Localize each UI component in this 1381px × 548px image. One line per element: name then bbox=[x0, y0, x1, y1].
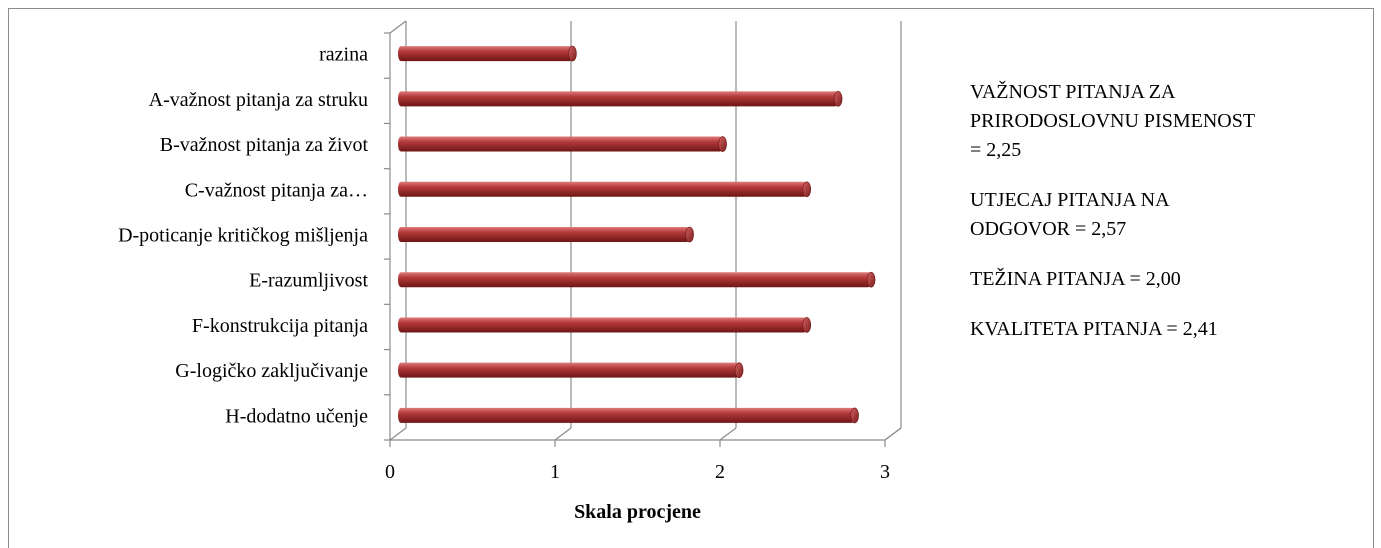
summary-note: UTJECAJ PITANJA NA ODGOVOR = 2,57 bbox=[970, 186, 1350, 244]
floor-right-edge bbox=[884, 427, 902, 441]
x-tick-label: 1 bbox=[550, 461, 560, 483]
bar bbox=[398, 91, 839, 107]
x-tick-label: 2 bbox=[715, 461, 725, 483]
bar bbox=[398, 46, 573, 62]
x-tick-label: 0 bbox=[385, 461, 395, 483]
summary-note: VAŽNOST PITANJA ZA PRIRODOSLOVNU PISMENOS… bbox=[970, 78, 1350, 165]
bar-chart: 0 1 2 3 Skala procjene razina A-važnost pitanj… bbox=[118, 20, 902, 523]
floor-gridline bbox=[554, 427, 572, 441]
bar bbox=[398, 227, 690, 242]
summary-note-line: TEŽINA PITANJA = 2,00 bbox=[970, 268, 1181, 290]
floor-gridline bbox=[389, 427, 407, 441]
category-label: razina bbox=[319, 44, 368, 66]
category-label: F-konstrukcija pitanja bbox=[192, 315, 368, 337]
summary-note-line: ODGOVOR = 2,57 bbox=[970, 218, 1127, 240]
wall-top-edge bbox=[389, 20, 407, 34]
summary-note: KVALITETA PITANJA = 2,41 bbox=[970, 315, 1350, 344]
bar bbox=[398, 272, 872, 288]
bar-end-cap bbox=[685, 226, 694, 243]
bar bbox=[398, 407, 855, 423]
category-label: C-važnost pitanja za… bbox=[185, 179, 368, 201]
bar-end-cap bbox=[866, 271, 876, 288]
summary-notes: VAŽNOST PITANJA ZA PRIRODOSLOVNU PISMENOS… bbox=[970, 78, 1350, 365]
floor-gridline bbox=[719, 427, 737, 441]
bar-end-cap bbox=[718, 136, 727, 152]
summary-note-line: PRIRODOSLOVNU PISMENOST bbox=[970, 110, 1256, 132]
bar-end-cap bbox=[734, 362, 744, 378]
bar bbox=[398, 317, 807, 333]
category-label: D-poticanje kritičkog mišljenja bbox=[118, 225, 368, 247]
summary-note-line: VAŽNOST PITANJA ZA bbox=[970, 81, 1176, 103]
x-axis-title: Skala procjene bbox=[574, 501, 701, 523]
bar-end-cap bbox=[802, 317, 812, 333]
category-label: G-logičko zaključivanje bbox=[175, 360, 368, 382]
bar bbox=[398, 362, 740, 378]
bar bbox=[398, 181, 807, 197]
category-label: E-razumljivost bbox=[249, 270, 368, 292]
x-tick-label: 3 bbox=[880, 461, 890, 483]
bar-end-cap bbox=[850, 407, 859, 424]
chart-frame bbox=[8, 8, 1374, 548]
category-label: H-dodatno učenje bbox=[225, 405, 368, 427]
summary-note-line: KVALITETA PITANJA = 2,41 bbox=[970, 318, 1218, 340]
bar-end-cap bbox=[802, 181, 812, 198]
category-label: A-važnost pitanja za struku bbox=[149, 89, 368, 111]
summary-note-line: UTJECAJ PITANJA NA bbox=[970, 189, 1170, 211]
category-label: B-važnost pitanja za život bbox=[160, 134, 369, 156]
bar bbox=[398, 136, 723, 152]
bar-end-cap bbox=[568, 45, 577, 62]
bar-end-cap bbox=[833, 91, 843, 107]
summary-note-line: = 2,25 bbox=[970, 139, 1022, 161]
summary-note: TEŽINA PITANJA = 2,00 bbox=[970, 265, 1350, 294]
